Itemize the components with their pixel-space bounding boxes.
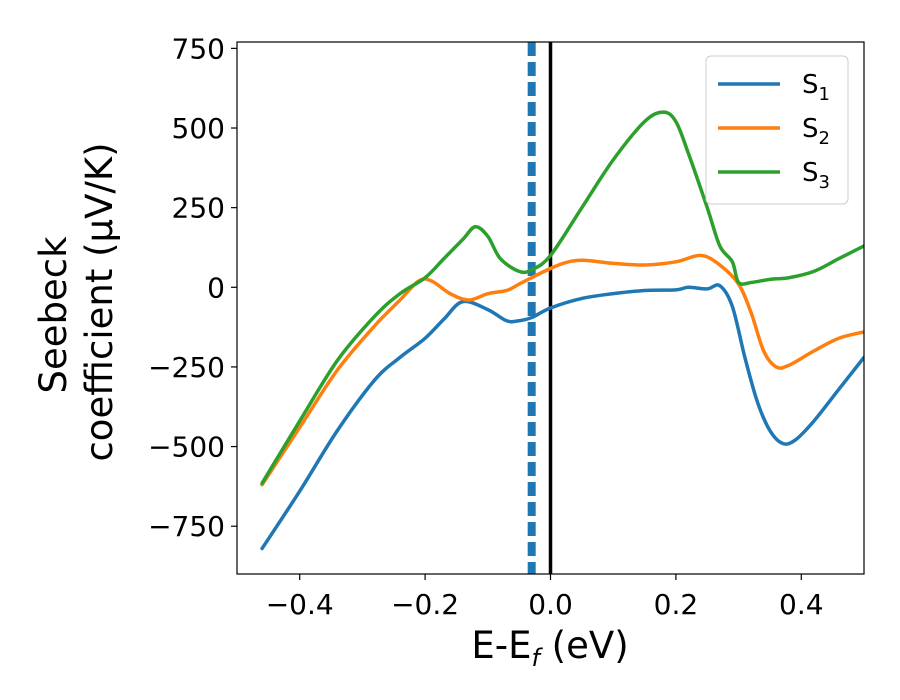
legend-label-sub: 3 — [819, 172, 830, 193]
x-axis-label-tail: (eV) — [540, 624, 629, 667]
y-axis-label-line2: coefficient (μV/K) — [78, 142, 121, 461]
axes: −0.4 −0.2 0.0 0.2 0.4 −750 −500 −250 0 250 500 750 — [148, 32, 823, 621]
x-tick-label: −0.2 — [391, 588, 459, 621]
plot-area — [260, 42, 864, 574]
y-tick-label: −500 — [148, 431, 225, 464]
y-axis-label-line1: Seebeck — [32, 236, 75, 394]
y-tick-label: 750 — [172, 32, 225, 65]
legend-label-base: S — [802, 114, 819, 144]
legend-label-base: S — [802, 158, 819, 188]
y-tick-label: 250 — [172, 192, 225, 225]
legend-box — [705, 55, 849, 205]
legend-label-S3: S3 — [802, 158, 830, 193]
legend-label-S1: S1 — [802, 70, 830, 105]
y-tick-label: −750 — [148, 510, 225, 543]
legend-label-S2: S2 — [802, 114, 830, 149]
series-line-S3 — [260, 110, 864, 485]
y-tick-label: 500 — [172, 112, 225, 145]
x-tick-label: 0.4 — [779, 588, 824, 621]
x-tick-label: 0.2 — [654, 588, 699, 621]
legend-label-sub: 1 — [819, 84, 830, 105]
series-line-S1 — [260, 283, 864, 551]
x-tick-label: −0.4 — [266, 588, 334, 621]
legend-label-sub: 2 — [819, 128, 830, 149]
x-axis-label: E-Ef (eV) — [471, 624, 628, 672]
y-tick-label: 0 — [207, 271, 225, 304]
x-tick-label: 0.0 — [528, 588, 573, 621]
x-axis-label-base: E-E — [471, 624, 531, 667]
legend-label-base: S — [802, 70, 819, 100]
y-tick-label: −250 — [148, 351, 225, 384]
